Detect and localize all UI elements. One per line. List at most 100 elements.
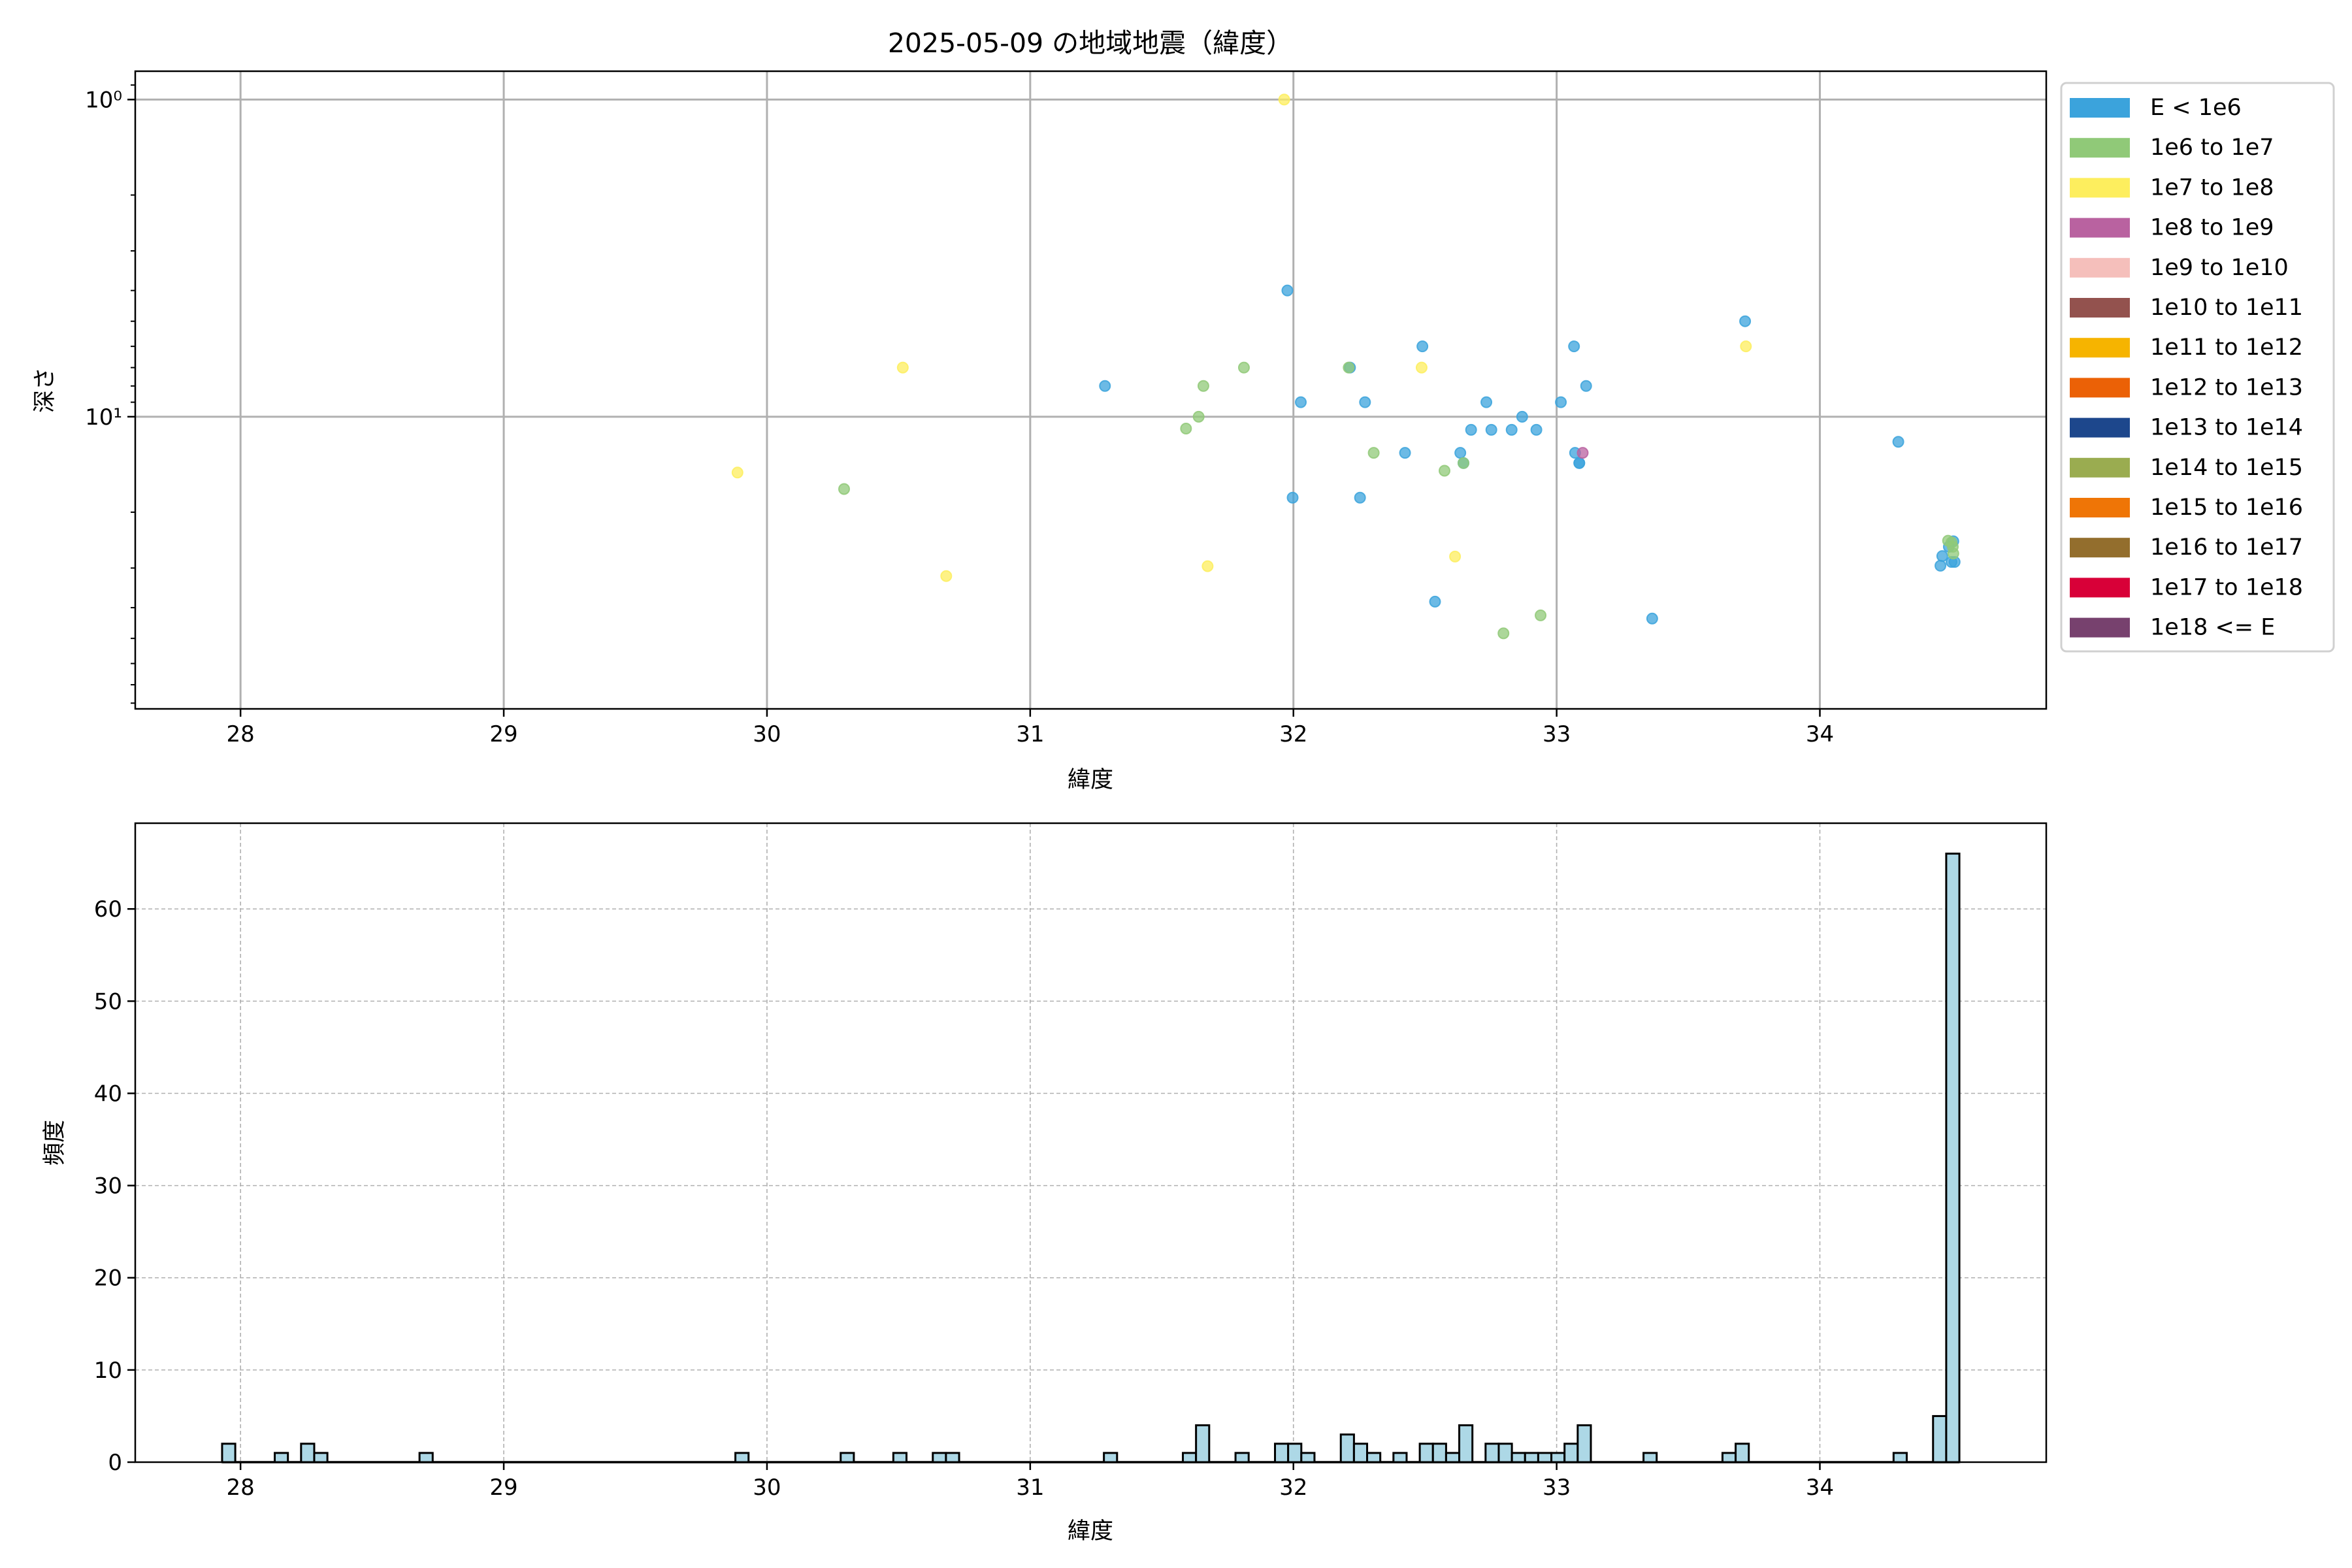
scatter-x-label: 緯度 (1068, 767, 1113, 793)
histogram-bar (1103, 1452, 1119, 1463)
x-tick-label: 29 (489, 721, 517, 747)
histogram-bar (1945, 853, 1961, 1463)
legend-item: 1e13 to 1e14 (2070, 415, 2303, 441)
scatter-point (1480, 396, 1493, 408)
legend-swatch (2070, 617, 2130, 638)
scatter-point (1449, 550, 1462, 563)
x-tick-label: 33 (1543, 1475, 1571, 1501)
scatter-ticks: 28 29 30 31 32 33 34 10⁰ 10¹ (85, 84, 1834, 747)
legend-item: 1e6 to 1e7 (2070, 135, 2274, 161)
legend-swatch (2070, 578, 2130, 598)
x-tick-label: 28 (227, 1475, 255, 1501)
legend-label: 1e10 to 1e11 (2150, 295, 2303, 321)
histogram-bar (1537, 1452, 1553, 1463)
y-tick-label: 10⁰ (85, 87, 122, 113)
scatter-point (1415, 361, 1428, 374)
histogram-bar (1234, 1452, 1250, 1463)
scatter-point (1497, 627, 1510, 640)
legend-label: 1e15 to 1e16 (2150, 495, 2303, 521)
scatter-point (1429, 595, 1441, 608)
legend-label: 1e8 to 1e9 (2150, 215, 2274, 241)
legend-label: 1e13 to 1e14 (2150, 415, 2303, 441)
x-tick-label: 32 (1279, 721, 1307, 747)
histogram-bar (1418, 1443, 1434, 1463)
scatter-point (1739, 315, 1752, 327)
scatter-point (1438, 465, 1450, 477)
x-tick-label: 31 (1016, 721, 1044, 747)
scatter-point (1286, 491, 1299, 504)
legend-label: 1e18 <= E (2150, 615, 2275, 641)
histogram-bar (221, 1443, 237, 1463)
x-tick-label: 30 (753, 721, 781, 747)
scatter-point (1180, 422, 1192, 434)
histogram-bar (1274, 1443, 1290, 1463)
legend-label: 1e6 to 1e7 (2150, 135, 2274, 161)
histogram-bar (1497, 1443, 1513, 1463)
legend-swatch (2070, 98, 2130, 118)
scatter-point (1580, 380, 1592, 392)
x-tick-label: 28 (227, 721, 255, 747)
histogram-y-label: 頻度 (42, 1120, 68, 1166)
legend-item: 1e12 to 1e13 (2070, 374, 2303, 400)
histogram-bar (1445, 1452, 1461, 1463)
legend-swatch (2070, 138, 2130, 158)
scatter-point (1576, 447, 1589, 459)
scatter-point (1740, 340, 1752, 353)
scatter-point (1099, 380, 1111, 392)
histogram-bar (1932, 1414, 1948, 1463)
histogram-bar (1431, 1443, 1447, 1463)
legend-swatch (2070, 538, 2130, 558)
legend-swatch (2070, 417, 2130, 438)
x-tick-label: 29 (489, 1475, 517, 1501)
legend-label: 1e17 to 1e18 (2150, 574, 2303, 600)
histogram-bar (274, 1452, 289, 1463)
legend-swatch (2070, 338, 2130, 358)
histogram-bar (1576, 1424, 1592, 1463)
legend-item: 1e17 to 1e18 (2070, 574, 2303, 600)
scatter-point (1573, 457, 1586, 469)
scatter-y-label: 深さ (32, 367, 58, 413)
legend-swatch (2070, 178, 2130, 198)
legend: E < 1e6 1e6 to 1e7 1e7 to 1e8 1e8 to 1e9 1e9… (2060, 82, 2335, 653)
legend-swatch (2070, 298, 2130, 318)
legend-item: E < 1e6 (2070, 95, 2242, 121)
histogram-bar (1300, 1452, 1316, 1463)
y-tick-label: 60 (94, 896, 122, 923)
y-tick-label: 30 (94, 1173, 122, 1200)
legend-item: 1e10 to 1e11 (2070, 295, 2303, 321)
scatter-point (1516, 410, 1528, 423)
histogram-ticks: 28 29 30 31 32 33 34 0 10 20 30 40 50 60 (94, 896, 1834, 1501)
legend-label: 1e7 to 1e8 (2150, 174, 2274, 201)
histogram-bar (892, 1452, 907, 1463)
scatter-point (1646, 612, 1658, 625)
scatter-point (1343, 361, 1355, 374)
histogram-bar (1511, 1452, 1526, 1463)
x-tick-label: 33 (1543, 721, 1571, 747)
legend-item: 1e14 to 1e15 (2070, 455, 2303, 481)
scatter-axes: 28 29 30 31 32 33 34 10⁰ 10¹ 緯度 深さ (32, 70, 2048, 793)
histogram-bar (313, 1452, 329, 1463)
legend-item: 1e15 to 1e16 (2070, 495, 2303, 521)
histogram-bar (1524, 1452, 1539, 1463)
scatter-point (1485, 423, 1497, 436)
histogram-bar (418, 1452, 434, 1463)
y-tick-label: 50 (94, 988, 122, 1015)
scatter-point (1454, 447, 1467, 459)
scatter-point (1399, 447, 1411, 459)
histogram-bar (1484, 1443, 1500, 1463)
histogram-bar (1642, 1452, 1658, 1463)
scatter-point (1359, 396, 1371, 408)
scatter-point (1935, 559, 1947, 572)
scatter-point (1505, 423, 1518, 436)
histogram-bar (734, 1452, 750, 1463)
scatter-point (1936, 550, 1948, 563)
histogram-bar (1182, 1452, 1198, 1463)
legend-item: 1e16 to 1e17 (2070, 534, 2303, 561)
y-tick-label: 40 (94, 1081, 122, 1107)
legend-swatch (2070, 218, 2130, 238)
scatter-point (1535, 609, 1547, 621)
histogram-bar (1352, 1443, 1369, 1463)
legend-item: 1e8 to 1e9 (2070, 215, 2274, 241)
histogram-bar (1458, 1424, 1474, 1463)
histogram-bar (1392, 1452, 1408, 1463)
